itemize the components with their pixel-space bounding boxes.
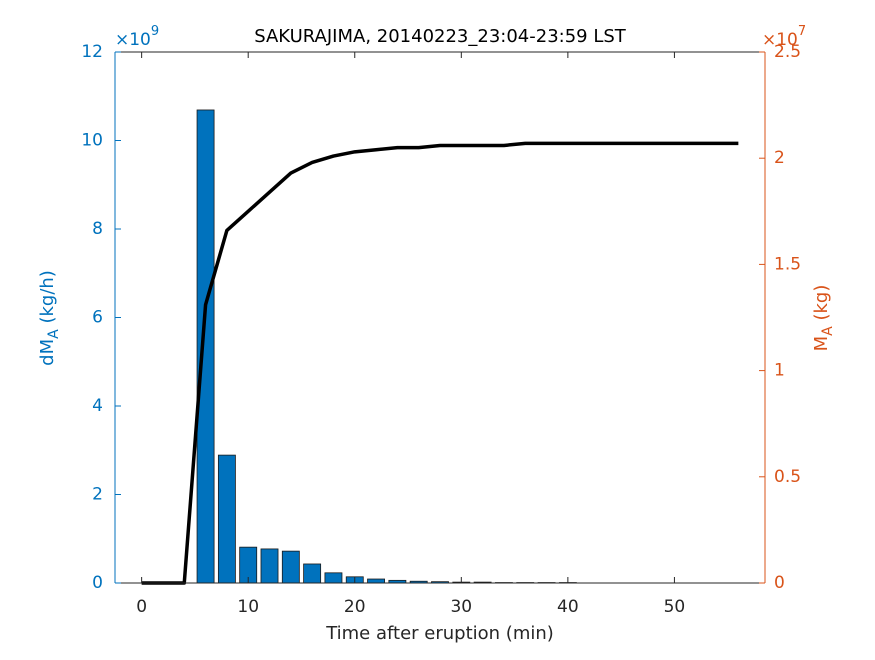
bar (304, 564, 321, 583)
bar (368, 579, 385, 583)
y2-multiplier-exp: 7 (798, 24, 806, 39)
bar (325, 573, 342, 583)
y2-label-sub: A (820, 326, 836, 336)
y2-label-unit: (kg) (811, 285, 832, 327)
x-tick-label: 0 (136, 597, 147, 617)
y-tick-label: 12 (81, 42, 103, 62)
chart-title: SAKURAJIMA, 20140223_23:04-23:59 LST (254, 26, 627, 47)
y-tick-label: 10 (81, 131, 103, 151)
bar (218, 455, 235, 583)
y-tick-label: 2 (92, 485, 103, 505)
y-tick-label: 4 (92, 396, 103, 416)
y-tick-label: 0 (92, 573, 103, 593)
x-tick-label: 30 (450, 597, 472, 617)
x-tick-label: 50 (664, 597, 686, 617)
y-label-main: dM (37, 339, 58, 366)
y2-tick-label: 1 (774, 361, 785, 381)
y-tick-label: 6 (92, 308, 103, 328)
x-tick-label: 10 (237, 597, 259, 617)
y-tick-label: 8 (92, 219, 103, 239)
y2-tick-label: 1.5 (774, 254, 801, 274)
y2-label-main: M (811, 336, 832, 352)
y2-tick-label: 0.5 (774, 467, 801, 487)
bar (261, 549, 278, 583)
bar (282, 551, 299, 583)
y-label-unit: (kg/h) (37, 270, 58, 329)
y-label-sub: A (46, 329, 62, 339)
y-multiplier-exp: 9 (151, 24, 159, 39)
x-axis-label: Time after eruption (min) (325, 623, 554, 644)
y-multiplier-base: ×10 (115, 30, 151, 50)
y2-tick-label: 0 (774, 573, 785, 593)
x-tick-label: 40 (557, 597, 579, 617)
y2-tick-label: 2 (774, 148, 785, 168)
x-tick-label: 20 (344, 597, 366, 617)
y2-tick-label: 2.5 (774, 42, 801, 62)
bar (197, 110, 214, 583)
